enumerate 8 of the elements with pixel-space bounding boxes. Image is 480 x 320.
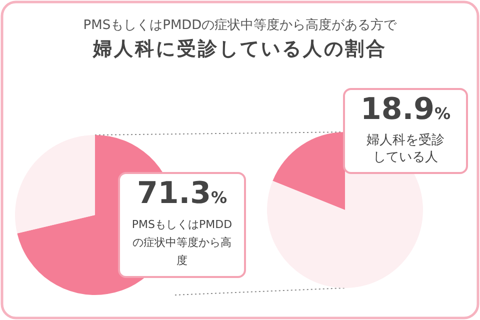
data-label: 71.3% [136,176,228,213]
pie-slice [15,135,95,234]
chart-subtitle: PMSもしくはPMDDの症状中等度から高度がある方で [82,17,398,34]
chart-title: 婦人科に受診している人の割合 [92,37,388,62]
data-label: 18.9% [359,92,452,129]
slice-label: 婦人科を受診している人 [366,132,446,166]
pie-slice [272,132,345,210]
slice-label: PMSもしくはPMDDの症状中等度から高度 [130,217,234,269]
